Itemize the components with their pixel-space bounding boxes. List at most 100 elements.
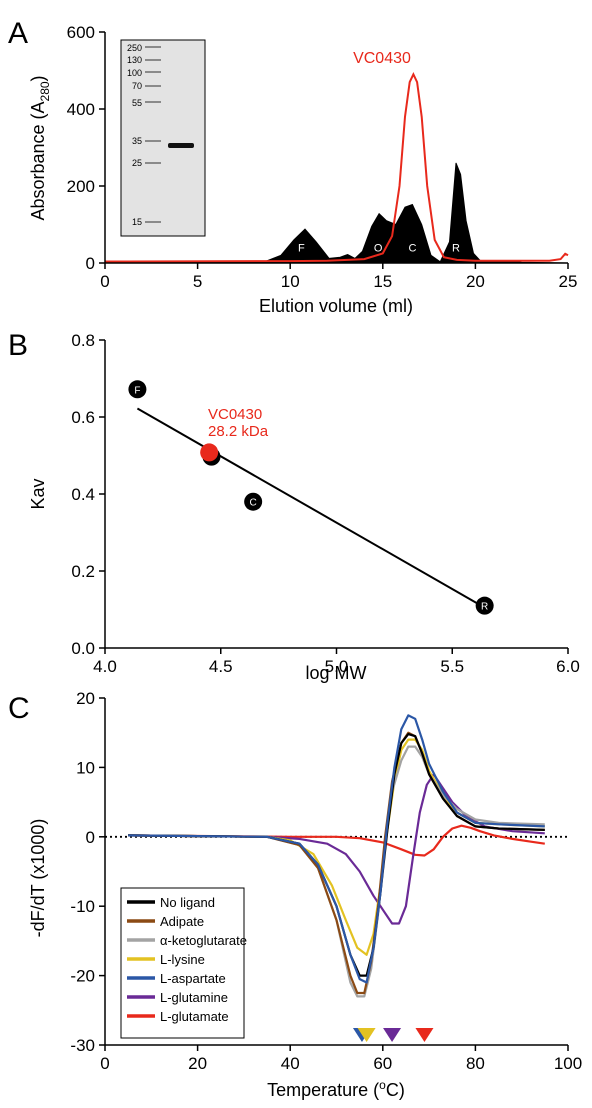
inset-gel: 250 130 100 70 55 35 25 15 [120, 39, 206, 237]
legend: No ligand Adipate α-ketoglutarate L-lysi… [120, 887, 247, 1039]
vc0430-point [200, 443, 219, 462]
panel-a-x-tick-label: 20 [466, 272, 485, 291]
panel-b-x-tick-label: 5.0 [325, 657, 349, 676]
panel-b-x-tick-label: 4.0 [93, 657, 117, 676]
panel-b-y-tick-label: 0.4 [71, 485, 95, 504]
panel-b-y-tick-label: 0.6 [71, 408, 95, 427]
panel-b-x-tick-label: 4.5 [209, 657, 233, 676]
tm-marker [383, 1028, 402, 1042]
panel-c-y-tick-label: 20 [76, 689, 95, 708]
standards-trace [104, 162, 569, 264]
panel-b-ylabel: Kav [28, 478, 48, 509]
panel-a-x-tick-label: 0 [100, 272, 109, 291]
legend-item-aspartate: L-aspartate [127, 971, 226, 986]
panel-c-x-tick-label: 40 [281, 1054, 300, 1073]
panel-a-y-tick-label: 400 [67, 100, 95, 119]
panel-c-y-tick-label: 10 [76, 758, 95, 777]
ladder-band [145, 221, 161, 223]
ladder-band [145, 85, 161, 87]
peak-label-f: F [298, 242, 305, 254]
legend-item-lysine: L-lysine [127, 952, 205, 967]
legend-item-glutamine: L-glutamine [127, 990, 228, 1005]
panel-a-x-tick-label: 15 [373, 272, 392, 291]
tm-marker [357, 1028, 376, 1042]
panel-a-letter: A [8, 17, 28, 50]
standard-point-f [128, 380, 147, 399]
panel-c-x-tick-label: 20 [188, 1054, 207, 1073]
point-label-c: C [250, 498, 257, 509]
panel-a-xlabel: Elution volume (ml) [259, 296, 413, 316]
gel-marker-250: 250 [127, 43, 142, 53]
gel-marker-70: 70 [132, 81, 142, 91]
peak-label-r: R [452, 242, 460, 254]
peak-label-o: O [374, 242, 383, 254]
panel-a-y-tick-label: 600 [67, 23, 95, 42]
gel-marker-25: 25 [132, 158, 142, 168]
legend-label: L-glutamine [160, 990, 228, 1005]
legend-item-adipate: Adipate [127, 914, 204, 929]
ladder-band [145, 162, 161, 164]
panel-c-x-tick-label: 80 [466, 1054, 485, 1073]
panel-b-xlabel: log MW [305, 663, 366, 683]
panel-b-y-tick-label: 0.0 [71, 639, 95, 658]
vc0430-peak-label: VC0430 [353, 50, 411, 67]
legend-label: No ligand [160, 895, 215, 910]
vc0430-trace [104, 71, 569, 263]
panel-c-plot: 0 20 40 60 80 100 -30 -20 -10 0 10 20 [70, 689, 582, 1073]
panel-c-y-tick-label: 0 [86, 828, 95, 847]
series-l-glutamate [128, 824, 545, 857]
panel-b-y-tick-label: 0.8 [71, 331, 95, 350]
legend-label: L-lysine [160, 952, 205, 967]
panel-a-ylabel: Absorbance (A280) [28, 75, 52, 220]
panel-b-x-tick-label: 5.5 [440, 657, 464, 676]
gel-marker-35: 35 [132, 136, 142, 146]
legend-item-ketoglutarate: α-ketoglutarate [127, 933, 247, 948]
panel-c-y-tick-label: -10 [70, 897, 95, 916]
gel-background [120, 39, 206, 237]
panel-b-x-tick-label: 6.0 [556, 657, 580, 676]
legend-item-no-ligand: No ligand [127, 895, 215, 910]
panel-a-y-tick-label: 200 [67, 177, 95, 196]
point-label-r: R [481, 602, 488, 613]
gel-marker-55: 55 [132, 98, 142, 108]
panel-a-x-tick-label: 25 [559, 272, 578, 291]
vc0430-mw-label: 28.2 kDa [208, 423, 269, 440]
legend-label: L-glutamate [160, 1009, 229, 1024]
panel-c-x-tick-label: 60 [373, 1054, 392, 1073]
ladder-band [145, 71, 161, 73]
legend-label: Adipate [160, 914, 204, 929]
series-l-aspartate [128, 714, 545, 984]
ladder-band [145, 59, 161, 61]
panel-c-x-tick-label: 100 [554, 1054, 582, 1073]
legend-label: L-aspartate [160, 971, 226, 986]
panel-c-xlabel: Temperature (oC) [267, 1078, 405, 1100]
panel-c-letter: C [8, 692, 30, 725]
standard-point-c [244, 492, 263, 511]
ladder-band [145, 140, 161, 142]
ladder-band [145, 101, 161, 103]
gel-ladder-bands [145, 46, 161, 223]
panel-a-x-tick-label: 10 [281, 272, 300, 291]
panel-c-ylabel: -dF/dT (x1000) [28, 819, 48, 938]
panel-a-y-tick-label: 0 [86, 254, 95, 273]
legend-item-glutamate: L-glutamate [127, 1009, 229, 1024]
vc0430-name-label: VC0430 [208, 406, 262, 423]
panel-c-y-tick-label: -30 [70, 1036, 95, 1055]
panel-b-plot: F C R 4.0 4.5 5.0 5.5 6.0 0.0 0.2 0.4 0.6 0.8 [71, 331, 579, 676]
panel-c: C 0 20 40 60 80 100 -30 -20 -10 0 10 20 Temperature… [8, 689, 582, 1100]
panel-b-letter: B [8, 329, 28, 362]
standard-point-r [475, 596, 494, 615]
panel-a-x-tick-label: 5 [193, 272, 202, 291]
panel-c-x-tick-label: 0 [100, 1054, 109, 1073]
legend-box [120, 887, 245, 1039]
point-label-f: F [134, 385, 140, 396]
gel-marker-130: 130 [127, 55, 142, 65]
ladder-band [145, 46, 161, 48]
fit-line [136, 407, 486, 609]
panel-c-y-tick-label: -20 [70, 967, 95, 986]
legend-label: α-ketoglutarate [160, 933, 247, 948]
protein-band [168, 143, 194, 148]
